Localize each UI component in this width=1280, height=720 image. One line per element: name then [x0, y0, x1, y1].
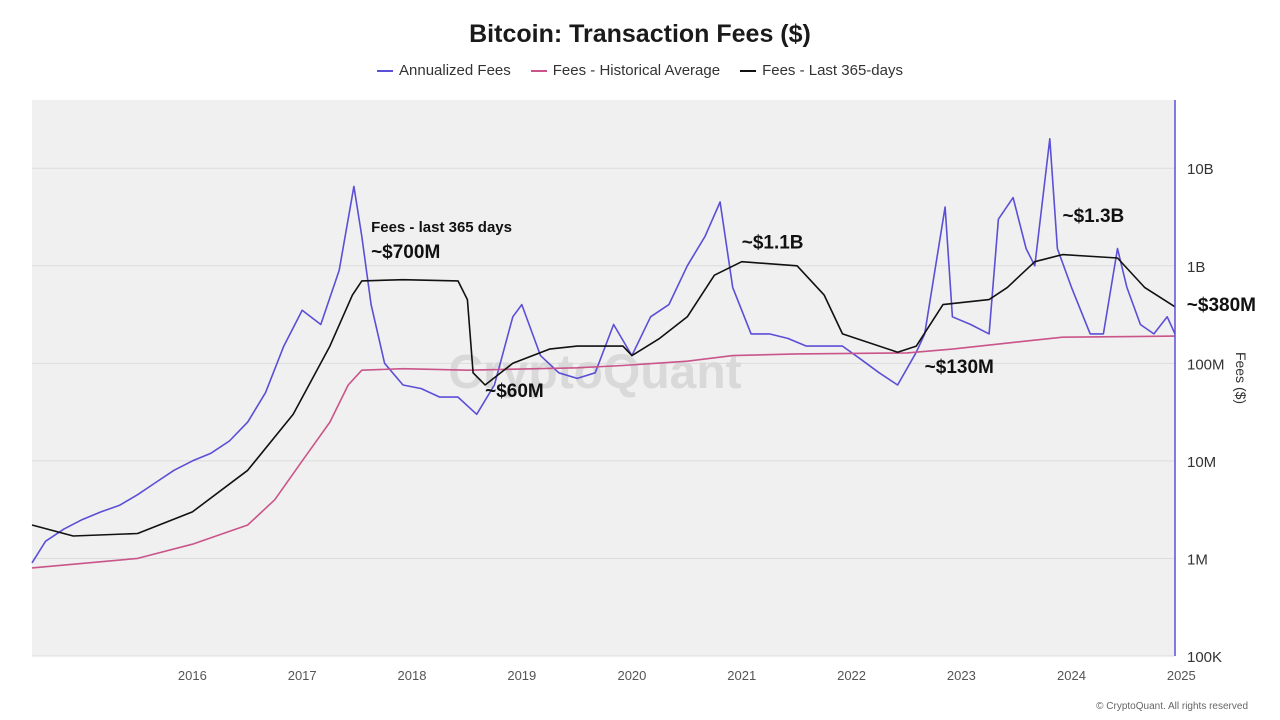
x-tick-label: 2019 [507, 668, 536, 683]
annotation-label: ~$130M [925, 357, 994, 378]
y-tick-label: 10M [1187, 454, 1216, 471]
x-tick-label: 2024 [1057, 668, 1086, 683]
legend-label-annualized-fees: Annualized Fees [399, 62, 511, 79]
x-axis: 2016 2017 2018 2019 2020 2021 2022 2023 2024 2025 [178, 668, 1196, 683]
x-tick-label: 2020 [617, 668, 646, 683]
y-axis-label: Fees ($) [1233, 352, 1249, 404]
x-tick-label: 2017 [288, 668, 317, 683]
x-tick-label: 2022 [837, 668, 866, 683]
series-line-1 [31, 335, 1176, 569]
annotation-label: ~$380M [1187, 295, 1256, 316]
annotation-label: ~$700M [371, 242, 440, 263]
x-tick-label: 2023 [947, 668, 976, 683]
legend-item-historical-average[interactable]: Fees - Historical Average [530, 62, 721, 79]
series-line-0 [31, 138, 1176, 564]
y-tick-label: 100K [1187, 649, 1222, 666]
x-tick-label: 2025 [1167, 668, 1196, 683]
legend-label-last-365-days: Fees - Last 365-days [762, 62, 903, 79]
series-line-2 [31, 253, 1176, 537]
y-tick-label: 10B [1187, 161, 1214, 178]
annotation-label: ~$1.3B [1062, 206, 1124, 227]
legend: Annualized Fees Fees - Historical Averag… [0, 62, 1280, 79]
x-tick-label: 2018 [398, 668, 427, 683]
y-tick-label: 1M [1187, 551, 1208, 568]
annotation-label: ~$60M [485, 381, 544, 402]
series-group [31, 138, 1176, 569]
chart-title: Bitcoin: Transaction Fees ($) [469, 20, 811, 48]
x-tick-label: 2021 [727, 668, 756, 683]
y-axis: 100K 1M 10M 100M 1B 10B [1187, 161, 1225, 666]
plot-background [32, 100, 1175, 656]
y-tick-label: 100M [1187, 356, 1225, 373]
legend-item-last-365-days[interactable]: Fees - Last 365-days [740, 62, 903, 79]
annotation-label: ~$1.1B [742, 233, 804, 254]
grid [32, 167, 1175, 657]
legend-item-annualized-fees[interactable]: Annualized Fees [377, 62, 511, 79]
legend-swatch-last-365-days [740, 69, 757, 72]
x-tick-label: 2016 [178, 668, 207, 683]
legend-swatch-historical-average [530, 69, 547, 72]
y-tick-label: 1B [1187, 259, 1205, 276]
annotation-subtext: Fees - last 365 days [371, 219, 512, 236]
legend-swatch-annualized-fees [377, 69, 394, 72]
legend-label-historical-average: Fees - Historical Average [552, 62, 721, 79]
footer-copyright: © CryptoQuant. All rights reserved [1096, 701, 1248, 712]
annotations: Fees - last 365 days ~$700M ~$60M ~$1.1B ~$1… [371, 206, 1256, 402]
